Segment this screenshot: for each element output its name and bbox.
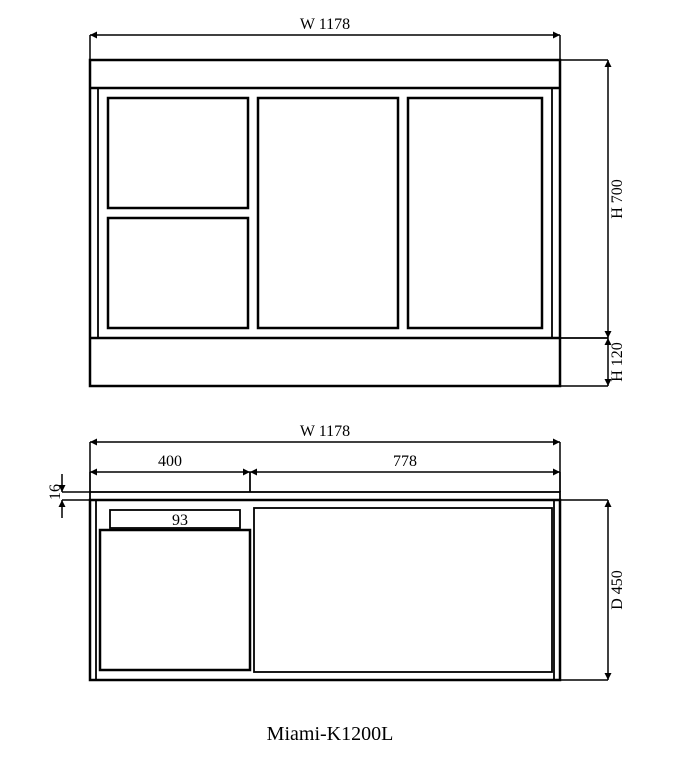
dim-label-H120: H 120 [609,342,626,382]
dim-label-W1178: W 1178 [300,16,350,33]
dim-label-D450: D 450 [609,570,626,610]
dim-label-W1178: W 1178 [300,423,350,440]
dim-label-778: 778 [393,453,417,470]
dim-label-400: 400 [158,453,182,470]
dim-label-16: 16 [47,484,64,500]
drawing-title: Miami-K1200L [267,723,394,745]
dim-label-H700: H 700 [609,179,626,219]
dim-label-93: 93 [172,512,188,529]
